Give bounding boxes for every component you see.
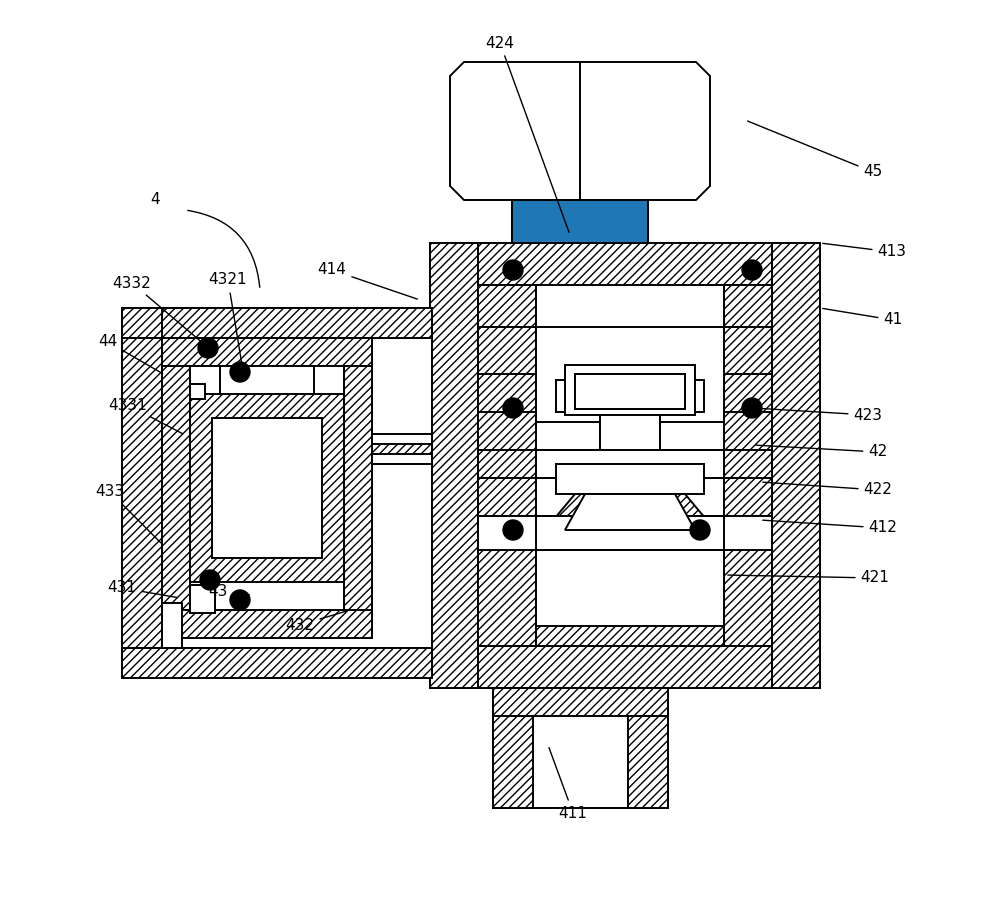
- Bar: [212, 418, 322, 558]
- Text: 433: 433: [95, 485, 161, 543]
- Text: 4: 4: [150, 192, 160, 208]
- Circle shape: [742, 398, 762, 418]
- Bar: [512, 200, 540, 243]
- Circle shape: [503, 260, 523, 280]
- Circle shape: [200, 570, 220, 590]
- Bar: [190, 394, 344, 582]
- Bar: [575, 374, 685, 409]
- Text: 4332: 4332: [113, 275, 203, 343]
- Bar: [493, 688, 533, 808]
- Bar: [628, 688, 668, 808]
- Text: 424: 424: [486, 36, 569, 232]
- Polygon shape: [450, 62, 710, 200]
- Bar: [162, 610, 372, 638]
- Bar: [536, 285, 724, 405]
- Bar: [478, 285, 536, 450]
- Bar: [344, 366, 372, 638]
- Bar: [493, 688, 668, 808]
- Bar: [314, 366, 344, 394]
- Bar: [575, 374, 685, 409]
- Bar: [536, 327, 724, 422]
- Bar: [190, 366, 220, 394]
- Bar: [478, 450, 772, 478]
- Bar: [372, 444, 432, 454]
- Bar: [536, 450, 724, 478]
- Bar: [536, 285, 636, 405]
- Bar: [162, 366, 190, 638]
- Circle shape: [503, 520, 523, 540]
- Bar: [162, 603, 182, 648]
- Bar: [493, 688, 668, 716]
- Bar: [122, 648, 432, 678]
- Bar: [620, 200, 648, 243]
- Bar: [724, 450, 772, 478]
- Bar: [190, 582, 215, 610]
- Bar: [724, 550, 772, 646]
- Circle shape: [742, 260, 762, 280]
- Bar: [190, 585, 215, 613]
- Text: 4331: 4331: [109, 397, 183, 434]
- Text: 414: 414: [318, 262, 417, 299]
- Bar: [724, 478, 772, 516]
- Text: 411: 411: [549, 748, 587, 821]
- Circle shape: [230, 362, 250, 382]
- Polygon shape: [545, 494, 715, 530]
- Text: 45: 45: [748, 121, 883, 179]
- Bar: [724, 327, 772, 382]
- Bar: [372, 434, 432, 464]
- Bar: [162, 338, 372, 638]
- Text: 43: 43: [208, 585, 249, 599]
- Text: 42: 42: [756, 445, 888, 459]
- Bar: [536, 626, 724, 646]
- Circle shape: [230, 590, 250, 610]
- Text: 412: 412: [763, 520, 897, 536]
- Bar: [478, 516, 772, 550]
- Text: 413: 413: [823, 243, 906, 260]
- Polygon shape: [565, 494, 695, 530]
- Bar: [122, 308, 432, 678]
- Bar: [556, 464, 704, 494]
- Circle shape: [198, 338, 218, 358]
- Bar: [536, 516, 724, 550]
- Bar: [162, 308, 432, 338]
- Bar: [430, 243, 820, 688]
- Bar: [536, 285, 724, 327]
- Bar: [600, 412, 660, 464]
- Bar: [478, 243, 772, 285]
- Bar: [556, 380, 704, 412]
- Bar: [478, 374, 536, 412]
- Bar: [162, 338, 372, 366]
- Text: 44: 44: [98, 334, 163, 374]
- Bar: [478, 478, 536, 516]
- Bar: [122, 308, 432, 338]
- Bar: [478, 450, 536, 478]
- Text: 4321: 4321: [209, 272, 247, 363]
- Text: 431: 431: [108, 580, 177, 598]
- Bar: [190, 366, 344, 610]
- Text: 41: 41: [823, 309, 903, 327]
- Bar: [190, 384, 205, 399]
- Circle shape: [503, 398, 523, 418]
- Text: 432: 432: [286, 610, 347, 632]
- Bar: [724, 374, 772, 412]
- Bar: [724, 285, 772, 450]
- Bar: [772, 243, 820, 688]
- Bar: [536, 550, 724, 646]
- Circle shape: [690, 520, 710, 540]
- Bar: [430, 243, 478, 688]
- Bar: [478, 550, 536, 646]
- Bar: [478, 550, 772, 646]
- Text: 421: 421: [728, 570, 889, 586]
- Bar: [478, 327, 536, 382]
- Text: 422: 422: [763, 482, 892, 497]
- Bar: [478, 285, 772, 327]
- Text: 423: 423: [756, 407, 883, 423]
- Bar: [512, 200, 648, 243]
- Bar: [478, 646, 772, 688]
- Bar: [122, 308, 162, 678]
- Bar: [478, 516, 772, 550]
- Bar: [565, 365, 695, 415]
